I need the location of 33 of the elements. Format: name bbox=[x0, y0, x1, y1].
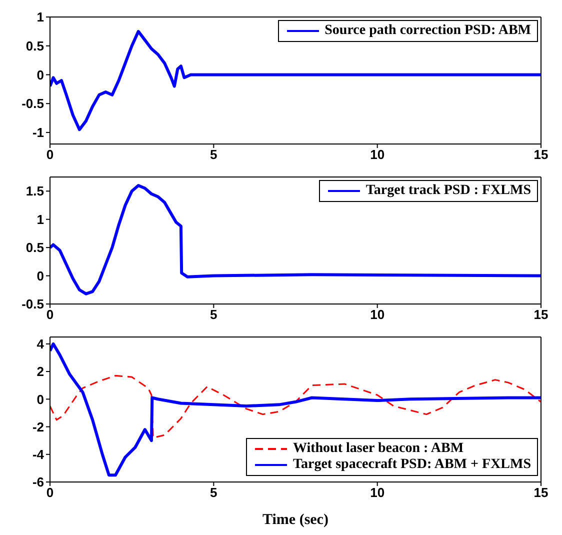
y-tick-label: 1 bbox=[36, 212, 44, 227]
line-series bbox=[50, 342, 541, 477]
legend-label: Target track PSD : FXLMS bbox=[366, 183, 531, 199]
y-tick-label: 0.5 bbox=[26, 38, 44, 54]
x-axis-title: Time (sec) bbox=[262, 512, 328, 528]
x-tick-label: 15 bbox=[534, 147, 548, 162]
y-tick-label: 0 bbox=[36, 268, 44, 284]
y-tick-label: 0 bbox=[36, 392, 44, 407]
y-tick-label: 1.5 bbox=[26, 184, 44, 199]
x-tick-label: 10 bbox=[370, 307, 385, 322]
x-tick-label: 15 bbox=[534, 485, 548, 500]
line-series bbox=[50, 374, 541, 439]
y-tick-label: 2 bbox=[36, 364, 44, 380]
x-tick-label: 5 bbox=[210, 147, 218, 162]
x-tick-label: 10 bbox=[370, 485, 385, 500]
y-tick-label: 0 bbox=[36, 67, 44, 82]
legend-label: Target spacecraft PSD: ABM + FXLMS bbox=[292, 457, 531, 473]
line-series bbox=[50, 184, 541, 296]
y-tick-label: -6 bbox=[32, 474, 44, 490]
x-tick-label: 5 bbox=[210, 485, 218, 500]
y-tick-label: -4 bbox=[32, 446, 45, 462]
y-tick-label: -2 bbox=[32, 419, 44, 434]
x-tick-label: 10 bbox=[370, 147, 385, 162]
x-tick-label: 5 bbox=[210, 307, 218, 322]
y-tick-label: 4 bbox=[36, 336, 45, 352]
y-tick-label: -1 bbox=[32, 125, 44, 140]
x-tick-label: 15 bbox=[534, 307, 548, 322]
y-tick-label: -0.5 bbox=[22, 296, 44, 312]
y-tick-label: -0.5 bbox=[22, 96, 44, 112]
y-tick-label: 1 bbox=[36, 10, 44, 25]
y-tick-label: 0.5 bbox=[26, 240, 44, 256]
legend-label: Without laser beacon : ABM bbox=[292, 441, 464, 457]
legend-label: Source path correction PSD: ABM bbox=[324, 23, 531, 39]
